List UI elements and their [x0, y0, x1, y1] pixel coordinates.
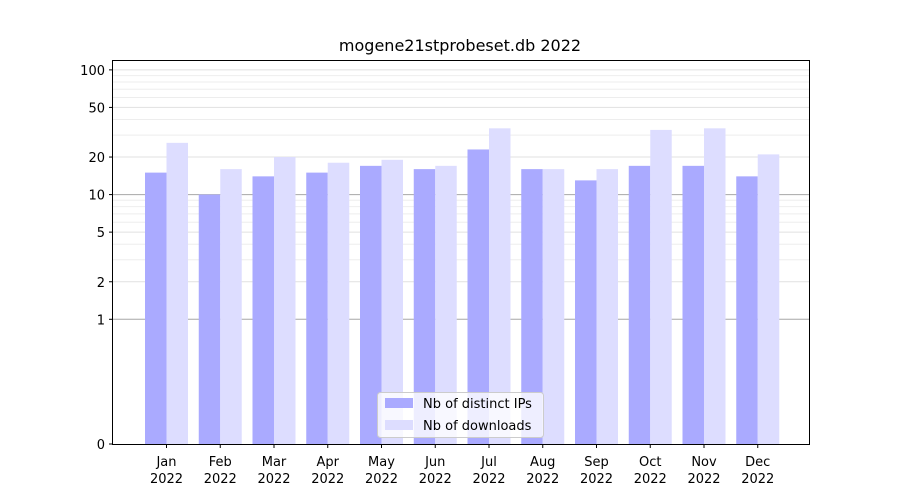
- y-tick-label: 5: [97, 226, 105, 241]
- x-tick-label-month: Apr: [317, 455, 340, 470]
- legend: Nb of distinct IPs Nb of downloads: [377, 392, 544, 438]
- bar-distinct-ips-jun: [413, 169, 436, 444]
- y-tick-label: 0: [97, 438, 105, 453]
- plot-frame: [112, 60, 810, 445]
- bar-distinct-ips-dec: [736, 176, 758, 444]
- bar-downloads-may: [381, 159, 403, 444]
- bar-downloads-mar: [274, 157, 296, 444]
- x-tick-label-month: Jan: [155, 455, 176, 470]
- bar-downloads-aug: [542, 169, 565, 444]
- x-tick-label-year: 2022: [634, 472, 667, 487]
- bar-distinct-ips-oct: [628, 165, 651, 444]
- legend-swatch-downloads: [385, 420, 413, 430]
- bar-distinct-ips-may: [360, 165, 382, 444]
- x-tick-label-year: 2022: [419, 472, 452, 487]
- bar-downloads-feb: [220, 169, 242, 444]
- x-tick-label-month: Sep: [584, 455, 609, 470]
- y-tick-label: 100: [80, 64, 105, 79]
- x-tick-label-month: Oct: [639, 455, 661, 470]
- legend-box: [377, 392, 544, 438]
- bar-distinct-ips-nov: [682, 165, 704, 444]
- x-tick-label-year: 2022: [311, 472, 344, 487]
- x-tick-label-month: Feb: [209, 455, 232, 470]
- x-tick-label-month: Dec: [745, 455, 770, 470]
- bar-downloads-nov: [704, 128, 726, 445]
- bar-distinct-ips-aug: [521, 169, 543, 444]
- bar-distinct-ips-sep: [575, 180, 597, 444]
- bar-downloads-jun: [435, 165, 457, 444]
- bar-distinct-ips-jan: [145, 172, 167, 444]
- x-tick-label-year: 2022: [472, 472, 505, 487]
- y-tick-label: 10: [88, 189, 105, 204]
- x-tick-label-year: 2022: [526, 472, 559, 487]
- x-tick-label-month: Aug: [530, 455, 555, 470]
- x-tick-label-year: 2022: [257, 472, 290, 487]
- bar-downloads-oct: [650, 129, 672, 444]
- bar-downloads-jul: [489, 128, 511, 445]
- x-tick-label-month: Mar: [262, 455, 287, 470]
- bar-downloads-dec: [757, 154, 780, 444]
- bar-distinct-ips-apr: [306, 172, 328, 444]
- bar-distinct-ips-mar: [252, 176, 274, 444]
- bar-distinct-ips-jul: [467, 149, 489, 444]
- chart-title: mogene21stprobeset.db 2022: [339, 36, 581, 55]
- bar-downloads-sep: [596, 169, 618, 444]
- y-tick-label: 20: [88, 151, 105, 166]
- x-tick-label-month: Jun: [424, 455, 445, 470]
- y-tick-label: 1: [97, 313, 105, 328]
- x-tick-label-month: Jul: [480, 455, 497, 470]
- legend-label-distinct-ips: Nb of distinct IPs: [423, 397, 532, 412]
- x-tick-label-year: 2022: [204, 472, 237, 487]
- x-tick-label-year: 2022: [687, 472, 720, 487]
- x-tick-label-year: 2022: [741, 472, 774, 487]
- x-tick-label-year: 2022: [365, 472, 398, 487]
- x-tick-label-month: Nov: [691, 455, 717, 470]
- bar-downloads-apr: [327, 162, 350, 444]
- bar-downloads-jan: [166, 142, 188, 445]
- y-tick-label: 2: [97, 276, 105, 291]
- bar-distinct-ips-feb: [198, 194, 221, 444]
- x-tick-label-year: 2022: [150, 472, 183, 487]
- y-tick-label: 50: [88, 101, 105, 116]
- legend-swatch-distinct-ips: [385, 398, 413, 408]
- legend-label-downloads: Nb of downloads: [423, 419, 532, 434]
- bars: [145, 128, 780, 445]
- x-tick-label-year: 2022: [580, 472, 613, 487]
- y-axis: 0 1 2 5 10 20 50 100: [80, 64, 113, 453]
- x-tick-label-month: May: [368, 455, 395, 470]
- x-axis: Jan 2022 Feb 2022 Mar 2022 Apr 2022 May 2022 Jun 20…: [150, 444, 774, 487]
